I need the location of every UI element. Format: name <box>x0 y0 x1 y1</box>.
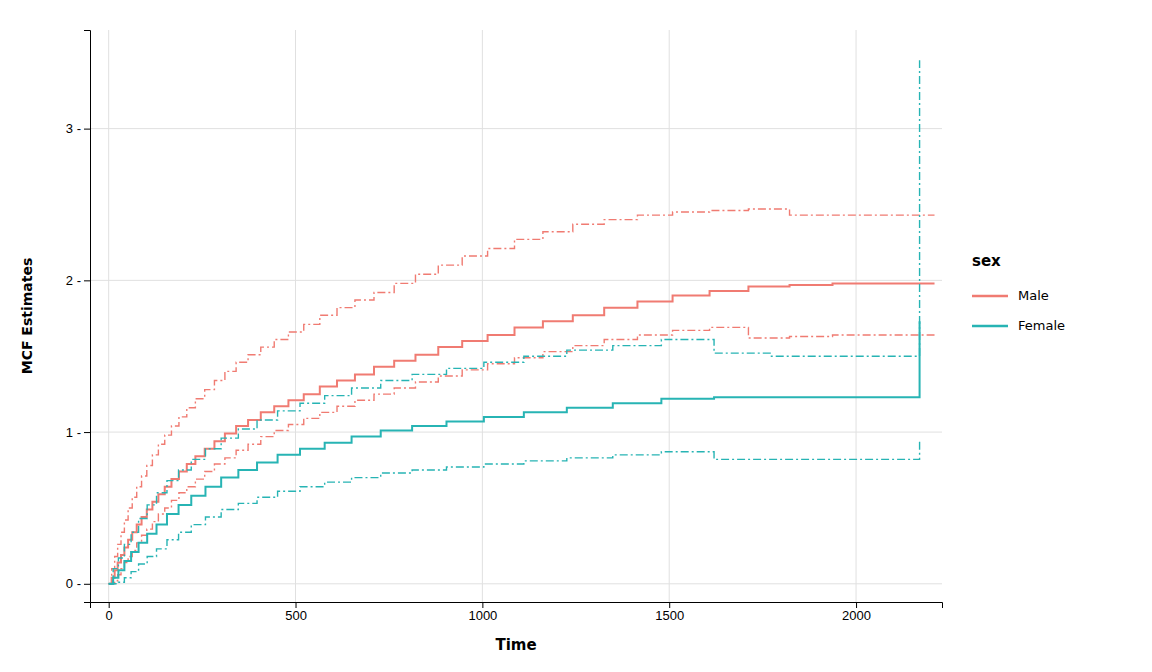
ci-upper-line <box>109 209 935 584</box>
x-tick: 2000 <box>842 602 871 623</box>
legend-entry: Female <box>1018 318 1065 333</box>
x-tick-mark <box>109 602 110 608</box>
x-tick-mark <box>296 602 297 608</box>
x-tick-mark <box>482 602 483 608</box>
y-tick-label: 2 - <box>66 273 81 288</box>
grid-line-x <box>856 30 857 602</box>
chart: 0 500 1000 1500 2000 0 - 1 - 2 - 3 - Time MCF Esti… <box>0 0 1152 672</box>
grid-line-y <box>90 583 942 584</box>
y-tick-mark <box>84 432 90 433</box>
grid-line-y <box>90 128 942 129</box>
x-axis: 0 500 1000 1500 2000 <box>91 602 943 623</box>
legend-title: sex <box>972 252 1001 270</box>
x-tick: 1000 <box>468 602 497 623</box>
mcf-line <box>109 321 920 583</box>
plot: 0 500 1000 1500 2000 0 - 1 - 2 - 3 - <box>66 30 943 623</box>
x-tick-mark <box>856 602 857 608</box>
y-tick-mark <box>84 129 90 130</box>
y-tick: 3 - <box>66 121 90 136</box>
y-tick-label: 3 - <box>66 121 81 136</box>
y-tick: 2 - <box>66 273 90 288</box>
y-axis-title: MCF Estimates <box>19 258 35 375</box>
y-tick-mark <box>84 584 90 585</box>
y-axis: 0 - 1 - 2 - 3 - <box>66 31 91 603</box>
ci-lower-line <box>109 327 935 583</box>
x-tick-label: 2000 <box>842 608 871 623</box>
y-axis-line <box>84 31 91 603</box>
x-tick: 1500 <box>655 602 684 623</box>
x-tick-mark <box>669 602 670 608</box>
grid <box>90 30 942 602</box>
mcf-line <box>109 283 935 583</box>
grid-line-x <box>669 30 670 602</box>
legend-swatch <box>972 295 1008 297</box>
x-tick-label: 1500 <box>655 608 684 623</box>
x-axis-title: Time <box>495 636 536 654</box>
x-tick-label: 500 <box>285 608 307 623</box>
ci-upper-line <box>109 60 920 583</box>
ci-lower-line <box>109 440 920 584</box>
grid-line-y <box>90 280 942 281</box>
grid-line-y <box>90 432 942 433</box>
y-tick-label: 1 - <box>66 425 81 440</box>
y-tick: 0 - <box>66 576 90 591</box>
x-tick-label: 0 <box>106 608 113 623</box>
grid-line-x <box>482 30 483 602</box>
y-tick-mark <box>84 280 90 281</box>
legend-entry: Male <box>1018 288 1049 303</box>
lines <box>109 60 935 583</box>
grid-line-x <box>108 30 109 602</box>
y-tick-label: 0 - <box>66 576 81 591</box>
legend: sex Male Female <box>972 252 1065 333</box>
x-tick-label: 1000 <box>468 608 497 623</box>
x-tick: 0 <box>106 602 113 623</box>
y-tick: 1 - <box>66 425 90 440</box>
legend-swatch <box>972 325 1008 327</box>
x-axis-line <box>91 603 943 609</box>
x-tick: 500 <box>285 602 307 623</box>
grid-line-x <box>295 30 296 602</box>
